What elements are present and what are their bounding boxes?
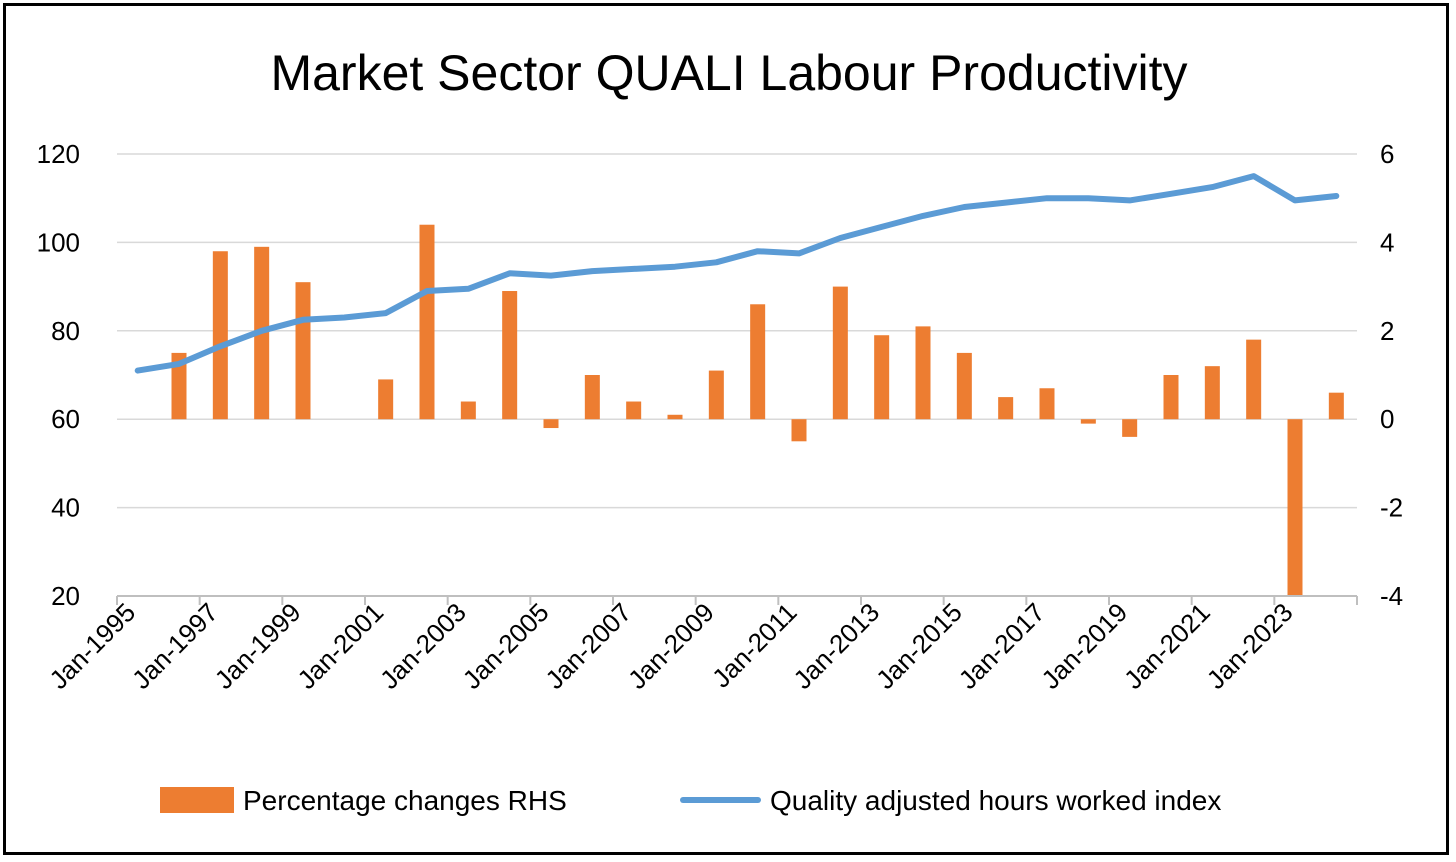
- bar: [1122, 419, 1138, 437]
- left-axis-tick-label: 80: [51, 316, 80, 346]
- bar: [998, 397, 1014, 420]
- bar: [1204, 366, 1220, 420]
- left-axis-tick-label: 100: [37, 227, 80, 257]
- line-series-path: [134, 173, 1340, 374]
- bar: [956, 352, 972, 420]
- bar: [1246, 339, 1262, 420]
- left-axis-tick-label: 40: [51, 493, 80, 523]
- x-axis-tick-label: Jan-2007: [539, 597, 637, 695]
- bar: [708, 370, 724, 420]
- bar: [171, 352, 187, 420]
- right-axis-tick-label: 6: [1380, 139, 1394, 169]
- x-axis-tick-label: Jan-1999: [209, 597, 307, 695]
- right-axis-tick-label: 4: [1380, 227, 1394, 257]
- gridlines: [117, 153, 1357, 509]
- chart-frame: Market Sector QUALI Labour Productivity: [3, 3, 1449, 855]
- bar: [791, 419, 807, 442]
- x-axis-tick-label: Jan-2011: [706, 597, 803, 694]
- x-axis-tick-label: Jan-2001: [291, 597, 389, 695]
- line-series: [134, 173, 1340, 374]
- x-axis-tick-label: Jan-2021: [1118, 597, 1216, 695]
- x-axis-tick-label: Jan-1997: [126, 597, 224, 695]
- right-axis-tick-label: -4: [1380, 581, 1403, 611]
- bar: [1328, 392, 1344, 420]
- left-axis-tick-label: 20: [51, 581, 80, 611]
- x-axis-tick-label: Jan-2009: [622, 597, 720, 695]
- bar: [378, 379, 394, 420]
- bar: [502, 291, 518, 420]
- bar: [874, 335, 890, 420]
- bar: [419, 224, 435, 420]
- bar: [1287, 419, 1303, 596]
- x-axis-tick-label: Jan-2005: [457, 597, 555, 695]
- right-axis-tick-label: 0: [1380, 404, 1394, 434]
- legend-bar-label: Percentage changes RHS: [243, 785, 567, 816]
- bar: [212, 251, 228, 420]
- bar-series: [171, 224, 1344, 596]
- x-axis-tick-label: Jan-2015: [870, 597, 968, 695]
- right-axis-tick-label: 2: [1380, 316, 1394, 346]
- bar: [1163, 375, 1179, 420]
- bar: [295, 282, 311, 420]
- bar: [667, 414, 683, 420]
- x-axis-tick-label: Jan-2003: [374, 597, 472, 695]
- x-axis-tick-label: Jan-2013: [787, 597, 885, 695]
- bar: [832, 286, 848, 420]
- bar: [626, 401, 642, 420]
- legend: Percentage changes RHS Quality adjusted …: [160, 785, 1221, 816]
- bar: [460, 401, 476, 420]
- x-axis-tick-label: Jan-2023: [1201, 597, 1299, 695]
- right-axis-tick-label: -2: [1380, 493, 1403, 523]
- left-axis-tick-label: 120: [37, 139, 80, 169]
- legend-line-label: Quality adjusted hours worked index: [770, 785, 1221, 816]
- chart-title: Market Sector QUALI Labour Productivity: [270, 45, 1188, 101]
- bar: [584, 375, 600, 420]
- left-axis-tick-label: 60: [51, 404, 80, 434]
- bar: [750, 304, 766, 420]
- x-axis-tick-label: Jan-2017: [953, 597, 1051, 695]
- bar: [1039, 388, 1055, 420]
- bar: [915, 326, 931, 420]
- bar: [543, 419, 559, 429]
- x-axis-tick-label: Jan-2019: [1035, 597, 1133, 695]
- legend-bar-swatch: [160, 787, 234, 813]
- x-axis-tick-label: Jan-1995: [43, 597, 141, 695]
- bar: [1080, 419, 1096, 424]
